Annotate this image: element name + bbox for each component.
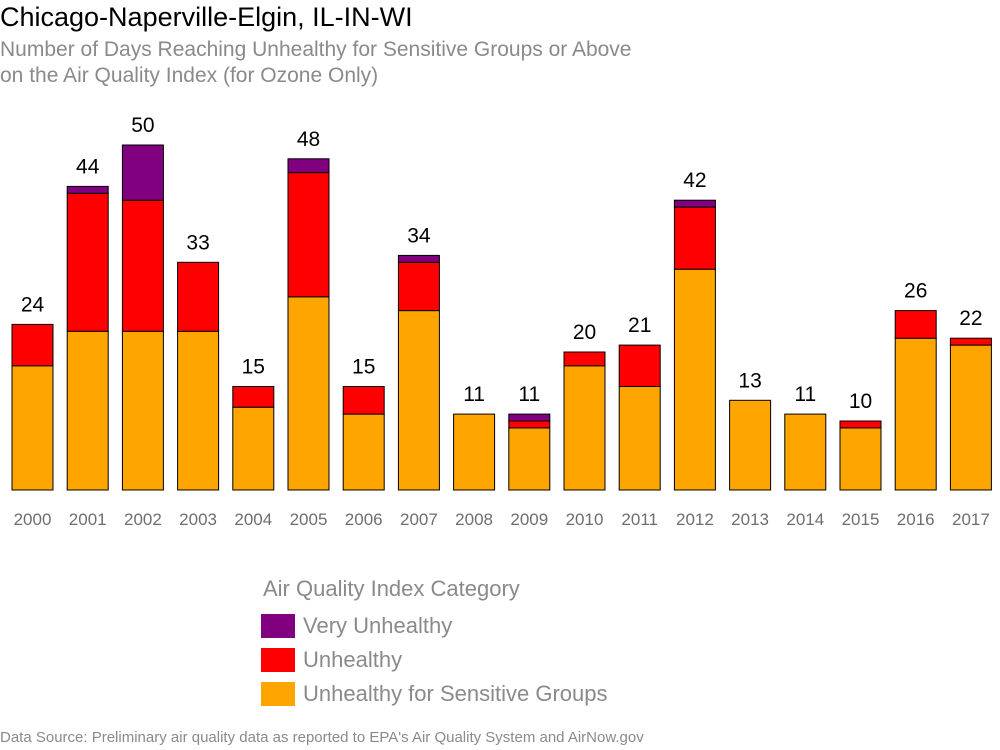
x-tick-label-2001: 2001 — [69, 510, 107, 529]
data-source-note: Data Source: Preliminary air quality dat… — [0, 729, 644, 746]
bar-segment-unhealthy-for-sensitive-groups-2014 — [784, 413, 827, 491]
bar-segment-unhealthy-for-sensitive-groups-2017 — [949, 344, 992, 491]
stacked-bar-chart: 24 2000 44 2001 50 2002 33 2003 15 2004 48 2005 15 20… — [11, 114, 992, 529]
bar-segment-unhealthy-2015 — [839, 420, 882, 429]
bar-total-label-2000: 24 — [21, 293, 45, 316]
x-tick-label-2006: 2006 — [345, 510, 383, 529]
x-tick-label-2000: 2000 — [14, 510, 52, 529]
bar-segment-unhealthy-for-sensitive-groups-2011 — [618, 386, 661, 491]
x-tick-label-2012: 2012 — [676, 510, 714, 529]
legend-swatch-unhealthy — [261, 648, 295, 672]
bar-segment-unhealthy-2009 — [508, 420, 551, 429]
bar-segment-unhealthy-for-sensitive-groups-2007 — [397, 310, 440, 491]
bar-segment-unhealthy-2000 — [11, 323, 54, 367]
bar-segment-unhealthy-2016 — [894, 310, 937, 339]
bar-segment-unhealthy-for-sensitive-groups-2002 — [121, 330, 164, 491]
bar-total-label-2013: 13 — [738, 369, 761, 392]
bar-segment-unhealthy-2006 — [342, 386, 385, 415]
legend-item-unhealthy: Unhealthy — [261, 647, 402, 673]
bar-segment-unhealthy-2017 — [949, 337, 992, 346]
bar-segment-unhealthy-2010 — [563, 351, 606, 367]
x-tick-label-2004: 2004 — [234, 510, 272, 529]
bar-segment-very-unhealthy-2002 — [121, 144, 164, 201]
bar-segment-unhealthy-2001 — [66, 192, 109, 332]
bar-segment-unhealthy-for-sensitive-groups-2000 — [11, 365, 54, 491]
x-tick-label-2010: 2010 — [566, 510, 604, 529]
x-tick-label-2011: 2011 — [621, 510, 658, 529]
chart-title: Chicago-Naperville-Elgin, IL-IN-WI — [0, 2, 413, 32]
legend-title: Air Quality Index Category — [263, 576, 520, 601]
bar-total-label-2003: 33 — [186, 231, 209, 254]
bar-total-label-2006: 15 — [352, 356, 375, 379]
x-tick-label-2017: 2017 — [952, 510, 990, 529]
bar-segment-unhealthy-2003 — [177, 261, 220, 332]
bar-segment-unhealthy-for-sensitive-groups-2004 — [232, 406, 275, 491]
bar-total-label-2009: 11 — [518, 383, 540, 406]
bar-segment-unhealthy-for-sensitive-groups-2001 — [66, 330, 109, 491]
bar-segment-very-unhealthy-2007 — [397, 254, 440, 263]
legend-swatch-very-unhealthy — [261, 614, 295, 638]
bar-segment-unhealthy-for-sensitive-groups-2015 — [839, 427, 882, 491]
x-tick-label-2016: 2016 — [897, 510, 935, 529]
bar-segment-unhealthy-2007 — [397, 261, 440, 312]
bar-segment-unhealthy-for-sensitive-groups-2013 — [729, 399, 772, 491]
x-tick-label-2008: 2008 — [455, 510, 493, 529]
bar-segment-unhealthy-2012 — [673, 206, 716, 270]
x-tick-label-2009: 2009 — [510, 510, 548, 529]
x-tick-label-2002: 2002 — [124, 510, 162, 529]
bar-segment-unhealthy-2005 — [287, 172, 330, 298]
bar-segment-unhealthy-for-sensitive-groups-2006 — [342, 413, 385, 491]
x-tick-label-2003: 2003 — [179, 510, 217, 529]
bar-segment-unhealthy-for-sensitive-groups-2012 — [673, 268, 716, 491]
bar-total-label-2007: 34 — [407, 224, 431, 247]
bar-total-label-2015: 10 — [849, 390, 872, 413]
bar-segment-unhealthy-2011 — [618, 344, 661, 388]
bar-total-label-2010: 20 — [573, 321, 596, 344]
bar-segment-very-unhealthy-2005 — [287, 158, 330, 174]
legend-label-unhealthy-for-sensitive-groups: Unhealthy for Sensitive Groups — [303, 681, 608, 706]
bar-segment-unhealthy-2002 — [121, 199, 164, 332]
bar-total-label-2008: 11 — [463, 383, 485, 406]
x-tick-label-2013: 2013 — [731, 510, 769, 529]
bar-segment-very-unhealthy-2009 — [508, 413, 551, 422]
chart-subtitle-line-1: Number of Days Reaching Unhealthy for Se… — [0, 38, 632, 61]
x-tick-label-2007: 2007 — [400, 510, 438, 529]
bar-segment-unhealthy-2004 — [232, 386, 275, 408]
chart-subtitle: Number of Days Reaching Unhealthy for Se… — [0, 37, 632, 89]
legend-item-very-unhealthy: Very Unhealthy — [261, 613, 452, 639]
legend-swatch-unhealthy-for-sensitive-groups — [261, 682, 295, 706]
x-tick-label-2015: 2015 — [842, 510, 880, 529]
legend-label-very-unhealthy: Very Unhealthy — [303, 613, 453, 638]
bar-segment-unhealthy-for-sensitive-groups-2016 — [894, 337, 937, 491]
x-tick-label-2005: 2005 — [290, 510, 328, 529]
legend-item-unhealthy-for-sensitive-groups: Unhealthy for Sensitive Groups — [261, 681, 608, 707]
bar-total-label-2014: 11 — [794, 383, 816, 406]
bar-total-label-2001: 44 — [76, 155, 100, 178]
bar-segment-unhealthy-for-sensitive-groups-2010 — [563, 365, 606, 491]
bar-segment-unhealthy-for-sensitive-groups-2009 — [508, 427, 551, 491]
x-tick-label-2014: 2014 — [786, 510, 824, 529]
bar-total-label-2016: 26 — [904, 280, 927, 303]
bar-total-label-2012: 42 — [683, 169, 706, 192]
bar-segment-unhealthy-for-sensitive-groups-2008 — [453, 413, 496, 491]
bar-segment-very-unhealthy-2012 — [673, 199, 716, 208]
bar-total-label-2017: 22 — [959, 307, 982, 330]
bar-segment-unhealthy-for-sensitive-groups-2005 — [287, 296, 330, 491]
legend-label-unhealthy: Unhealthy — [303, 647, 403, 672]
chart-subtitle-line-2: on the Air Quality Index (for Ozone Only… — [0, 64, 379, 87]
bar-total-label-2002: 50 — [131, 114, 154, 137]
bar-segment-very-unhealthy-2001 — [66, 185, 109, 194]
bar-segment-unhealthy-for-sensitive-groups-2003 — [177, 330, 220, 491]
bar-total-label-2004: 15 — [242, 356, 265, 379]
bar-total-label-2005: 48 — [297, 128, 320, 151]
bar-total-label-2011: 21 — [628, 314, 651, 337]
